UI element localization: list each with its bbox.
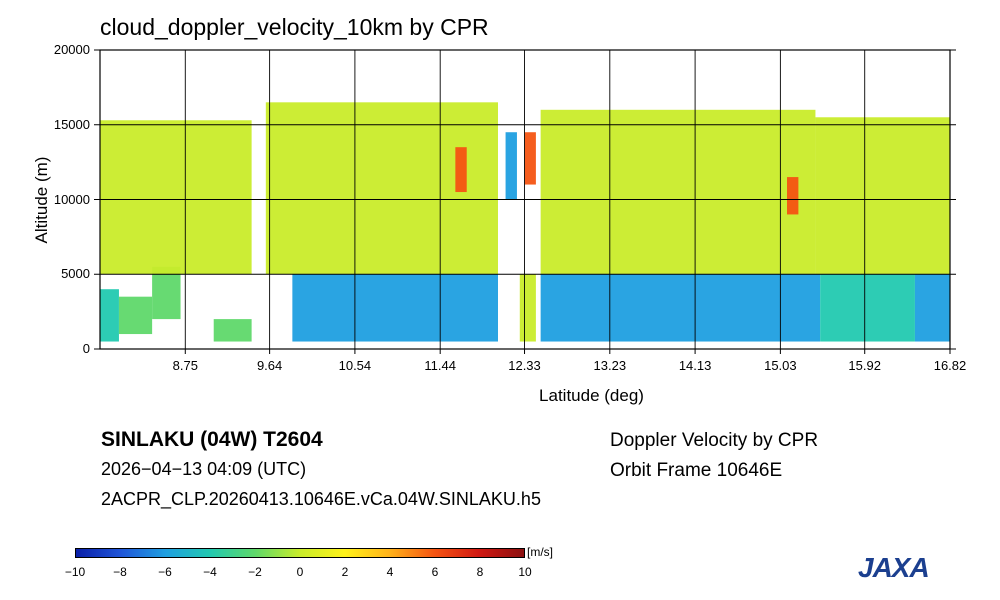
velocity-region-13: [455, 147, 467, 193]
colorbar-tick-label-0: −10: [64, 565, 86, 579]
chart-title: cloud_doppler_velocity_10km by CPR: [100, 14, 489, 40]
velocity-region-4: [292, 274, 498, 342]
jaxa-logo: JAXA: [858, 552, 930, 583]
product-name: Doppler Velocity by CPR: [610, 430, 819, 451]
x-tick-label-0: 8.75: [172, 358, 198, 373]
colorbar-tick-label-3: −4: [203, 565, 217, 579]
x-tick-label-7: 15.03: [764, 358, 797, 373]
file-name: 2ACPR_CLP.20260413.10646E.vCa.04W.SINLAK…: [101, 489, 541, 509]
velocity-region-9: [100, 120, 252, 275]
observation-time: 2026−04−13 04:09 (UTC): [101, 459, 307, 479]
y-axis-label: Altitude (m): [32, 156, 51, 244]
colorbar-tick-label-10: 10: [518, 565, 532, 579]
velocity-region-15: [524, 132, 536, 185]
x-tick-label-3: 11.44: [424, 358, 456, 373]
velocity-region-2: [152, 266, 181, 320]
storm-title: SINLAKU (04W) T2604: [101, 428, 323, 451]
x-axis-label: Latitude (deg): [539, 386, 644, 405]
x-tick-label-8: 15.92: [848, 358, 881, 373]
y-tick-label-3: 15000: [53, 116, 90, 132]
colorbar-tick-label-5: 0: [296, 565, 304, 579]
y-tick-label-1: 5000: [61, 266, 90, 282]
x-tick-label-2: 10.54: [338, 358, 372, 373]
y-tick-label-4: 20000: [53, 42, 90, 57]
velocity-region-14: [505, 132, 517, 200]
velocity-region-0: [100, 289, 119, 342]
y-tick-label-2: 10000: [53, 191, 90, 207]
y-tick-label-0: 0: [82, 341, 90, 356]
velocity-region-1: [118, 296, 153, 335]
velocity-region-12: [815, 117, 950, 275]
velocity-region-6: [540, 274, 821, 342]
x-tick-label-5: 13.23: [593, 358, 627, 373]
colorbar-tick-label-9: 8: [476, 565, 484, 579]
velocity-region-11: [540, 109, 816, 275]
orbit-frame: Orbit Frame 10646E: [610, 460, 783, 481]
colorbar-tick-label-7: 4: [386, 565, 394, 579]
x-tick-label-6: 14.13: [678, 358, 712, 373]
velocity-region-5: [519, 274, 536, 342]
velocity-region-8: [914, 274, 950, 342]
velocity-region-3: [213, 319, 252, 342]
velocity-region-7: [820, 274, 915, 342]
colorbar-tick-label-4: −2: [248, 565, 262, 579]
x-tick-label-9: 16.82: [933, 358, 967, 373]
velocity-region-16: [787, 177, 799, 215]
colorbar-unit: [m/s]: [527, 545, 553, 559]
colorbar-tick-label-2: −6: [158, 565, 172, 579]
x-tick-label-1: 9.64: [256, 358, 283, 373]
colorbar-tick-label-6: 2: [341, 565, 349, 579]
colorbar-tick-label-1: −8: [113, 565, 127, 579]
colorbar: [75, 548, 525, 558]
x-tick-label-4: 12.33: [508, 358, 541, 373]
colorbar-tick-label-8: 6: [431, 565, 439, 579]
plot-frame: [99, 49, 951, 350]
